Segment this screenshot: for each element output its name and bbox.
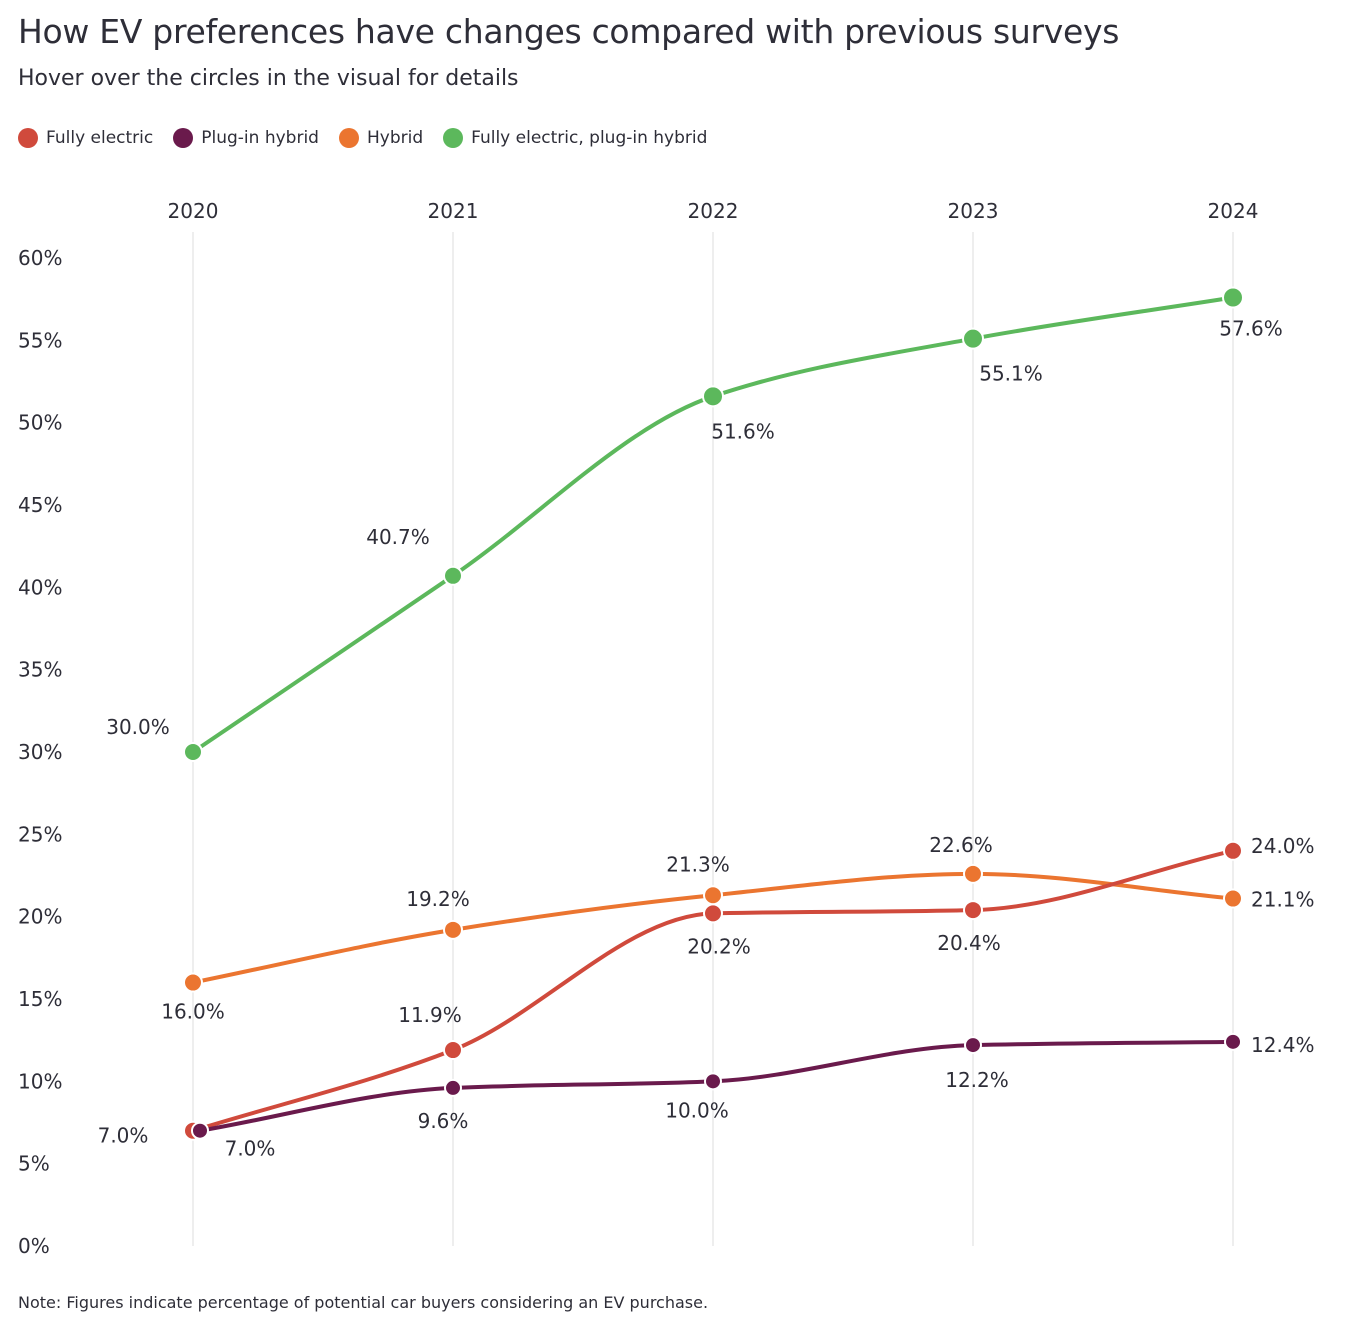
data-label: 21.3% — [666, 852, 730, 876]
data-label: 12.4% — [1251, 1033, 1315, 1057]
data-point[interactable] — [963, 863, 983, 884]
y-tick-label: 45% — [18, 493, 62, 517]
data-point[interactable] — [1222, 286, 1244, 309]
series-fully-electric: 7.0% 11.9% 20.2% 20.4% 24.0% — [98, 834, 1315, 1148]
data-point[interactable] — [183, 742, 203, 762]
series-fully-electric-plug-in-hybrid: 30.0% 40.7% 51.6% 55.1% 57.6% — [106, 286, 1283, 762]
y-tick-label: 20% — [18, 905, 62, 929]
legend-label: Fully electric, plug-in hybrid — [471, 128, 708, 148]
data-label: 51.6% — [711, 419, 775, 443]
legend-item-fully-electric[interactable]: Fully electric — [18, 128, 153, 148]
data-label: 30.0% — [106, 715, 170, 739]
chart-title: How EV preferences have changes compared… — [18, 12, 1120, 51]
y-tick-label: 30% — [18, 740, 62, 764]
x-tick-label: 2022 — [688, 199, 739, 223]
data-point[interactable] — [963, 900, 983, 921]
chart-note: Note: Figures indicate percentage of pot… — [18, 1293, 709, 1312]
x-tick-label: 2023 — [948, 199, 999, 223]
data-label: 12.2% — [945, 1068, 1009, 1092]
data-point[interactable] — [443, 919, 463, 940]
data-point[interactable] — [443, 1040, 463, 1061]
legend-swatch-plug-in-hybrid — [173, 128, 194, 148]
legend-label: Hybrid — [366, 128, 424, 148]
series-plug-in-hybrid: 7.0% 9.6% 10.0% 12.2% 12.4% — [191, 1032, 1315, 1161]
x-tick-label: 2020 — [168, 199, 219, 223]
data-label: 20.2% — [687, 934, 751, 958]
data-point[interactable] — [443, 565, 463, 586]
x-tick-label: 2021 — [428, 199, 479, 223]
data-label: 16.0% — [161, 1000, 225, 1024]
data-label: 9.6% — [418, 1109, 469, 1133]
legend-item-plug-in-hybrid[interactable]: Plug-in hybrid — [173, 128, 319, 148]
chart-subtitle: Hover over the circles in the visual for… — [18, 66, 519, 91]
y-tick-label: 15% — [18, 987, 62, 1011]
legend-swatch-hybrid — [338, 128, 359, 148]
data-label: 55.1% — [979, 362, 1043, 386]
series-hybrid: 16.0% 19.2% 21.3% 22.6% 21.1% — [161, 833, 1314, 1024]
y-tick-label: 10% — [18, 1069, 62, 1093]
data-label: 19.2% — [406, 887, 470, 911]
data-point[interactable] — [191, 1121, 209, 1140]
data-label: 7.0% — [225, 1137, 276, 1161]
data-point[interactable] — [183, 972, 203, 993]
legend-item-hybrid[interactable]: Hybrid — [338, 128, 424, 148]
data-point[interactable] — [1224, 1032, 1242, 1051]
y-tick-label: 0% — [18, 1234, 50, 1258]
data-label: 20.4% — [937, 931, 1001, 955]
data-point[interactable] — [704, 1072, 722, 1091]
line-chart: 2020 2021 2022 2023 2024 0% 5% 10% 15% 20% 25% 30% 3… — [18, 199, 1315, 1258]
data-label: 24.0% — [1251, 834, 1315, 858]
y-tick-label: 55% — [18, 328, 62, 352]
y-tick-label: 35% — [18, 658, 62, 682]
x-tick-label: 2024 — [1208, 199, 1259, 223]
data-label: 21.1% — [1251, 888, 1315, 912]
data-point[interactable] — [444, 1078, 462, 1097]
y-tick-label: 5% — [18, 1152, 50, 1176]
data-point[interactable] — [962, 327, 984, 350]
data-point[interactable] — [1223, 840, 1243, 861]
data-label: 7.0% — [98, 1124, 149, 1148]
legend-swatch-fully-electric-plug-in-hybrid — [443, 128, 464, 148]
legend: Fully electric Plug-in hybrid Hybrid Ful… — [18, 128, 727, 148]
data-point[interactable] — [703, 903, 723, 924]
y-tick-label: 40% — [18, 575, 62, 599]
data-point[interactable] — [1223, 888, 1243, 909]
data-label: 11.9% — [398, 1003, 462, 1027]
data-point[interactable] — [703, 885, 723, 906]
data-label: 10.0% — [665, 1098, 729, 1122]
data-label: 40.7% — [366, 525, 430, 549]
y-tick-label: 25% — [18, 822, 62, 846]
y-tick-label: 60% — [18, 246, 62, 270]
data-point[interactable] — [702, 385, 724, 408]
legend-item-fully-electric-plug-in-hybrid[interactable]: Fully electric, plug-in hybrid — [443, 128, 707, 148]
data-label: 57.6% — [1219, 317, 1283, 341]
legend-swatch-fully-electric — [18, 128, 38, 148]
legend-label: Plug-in hybrid — [201, 128, 319, 148]
data-label: 22.6% — [929, 833, 993, 857]
legend-label: Fully electric — [46, 128, 154, 148]
data-point[interactable] — [964, 1036, 982, 1055]
y-tick-label: 50% — [18, 411, 62, 435]
